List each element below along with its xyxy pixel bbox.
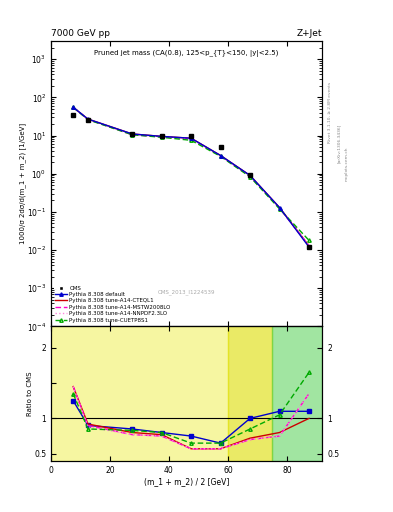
Text: CMS_2013_I1224539: CMS_2013_I1224539	[158, 289, 215, 295]
Text: Rivet 3.1.10, ≥ 2.8M events: Rivet 3.1.10, ≥ 2.8M events	[328, 82, 332, 143]
Line: Pythia 8.308 tune-CUETP8S1: Pythia 8.308 tune-CUETP8S1	[72, 105, 311, 242]
Pythia 8.308 tune-A14-MSTW2008LO	[218, 153, 223, 159]
Pythia 8.308 tune-CUETP8S1	[218, 153, 223, 159]
Pythia 8.308 tune-A14-NNPDF2.3LO	[130, 132, 134, 138]
Line: CMS: CMS	[71, 112, 311, 249]
Pythia 8.308 tune-A14-NNPDF2.3LO	[307, 243, 311, 249]
CMS	[71, 112, 75, 118]
Pythia 8.308 tune-A14-CTEQL1	[130, 131, 134, 137]
Pythia 8.308 tune-CUETP8S1	[307, 237, 311, 243]
Bar	[272, 327, 322, 461]
CMS	[307, 244, 311, 250]
Pythia 8.308 tune-CUETP8S1	[159, 134, 164, 140]
Line: Pythia 8.308 tune-A14-MSTW2008LO: Pythia 8.308 tune-A14-MSTW2008LO	[73, 108, 309, 246]
Pythia 8.308 tune-A14-MSTW2008LO	[86, 116, 90, 122]
Pythia 8.308 default	[218, 153, 223, 159]
Pythia 8.308 tune-A14-MSTW2008LO	[189, 136, 193, 142]
Pythia 8.308 default	[130, 131, 134, 137]
CMS	[159, 133, 164, 139]
Line: Pythia 8.308 tune-A14-NNPDF2.3LO: Pythia 8.308 tune-A14-NNPDF2.3LO	[73, 108, 309, 246]
Pythia 8.308 tune-A14-CTEQL1	[218, 153, 223, 159]
Text: Z+Jet: Z+Jet	[297, 29, 322, 38]
Text: mcplots.cern.ch: mcplots.cern.ch	[345, 146, 349, 181]
Pythia 8.308 tune-A14-CTEQL1	[307, 243, 311, 249]
Pythia 8.308 tune-A14-NNPDF2.3LO	[86, 116, 90, 122]
Pythia 8.308 tune-CUETP8S1	[130, 132, 134, 138]
Pythia 8.308 default	[277, 204, 282, 210]
Pythia 8.308 tune-A14-NNPDF2.3LO	[159, 134, 164, 140]
CMS	[130, 131, 134, 137]
Pythia 8.308 default	[159, 133, 164, 139]
Pythia 8.308 tune-A14-MSTW2008LO	[130, 132, 134, 138]
Pythia 8.308 default	[189, 135, 193, 141]
Pythia 8.308 default	[86, 116, 90, 122]
Pythia 8.308 default	[307, 244, 311, 250]
Pythia 8.308 tune-A14-MSTW2008LO	[159, 134, 164, 140]
Pythia 8.308 tune-A14-NNPDF2.3LO	[218, 153, 223, 159]
Pythia 8.308 tune-A14-MSTW2008LO	[248, 174, 252, 180]
Pythia 8.308 default	[71, 104, 75, 111]
Pythia 8.308 tune-CUETP8S1	[248, 174, 252, 180]
Line: Pythia 8.308 tune-A14-CTEQL1: Pythia 8.308 tune-A14-CTEQL1	[73, 108, 309, 246]
Y-axis label: 1000/σ 2dσ/d(m_1 + m_2) [1/GeV]: 1000/σ 2dσ/d(m_1 + m_2) [1/GeV]	[19, 123, 26, 244]
Pythia 8.308 default	[248, 173, 252, 179]
Pythia 8.308 tune-A14-NNPDF2.3LO	[248, 173, 252, 179]
CMS	[189, 133, 193, 139]
Pythia 8.308 tune-A14-CTEQL1	[248, 173, 252, 179]
Pythia 8.308 tune-CUETP8S1	[277, 206, 282, 212]
Pythia 8.308 tune-A14-NNPDF2.3LO	[71, 104, 75, 111]
Pythia 8.308 tune-A14-MSTW2008LO	[307, 243, 311, 249]
Bar	[228, 327, 272, 461]
Pythia 8.308 tune-A14-CTEQL1	[189, 135, 193, 141]
Text: Pruned jet mass (CA(0.8), 125<p_{T}<150, |y|<2.5): Pruned jet mass (CA(0.8), 125<p_{T}<150,…	[94, 50, 279, 56]
Pythia 8.308 tune-A14-CTEQL1	[159, 133, 164, 139]
Pythia 8.308 tune-A14-NNPDF2.3LO	[189, 136, 193, 142]
CMS	[248, 172, 252, 178]
Text: 7000 GeV pp: 7000 GeV pp	[51, 29, 110, 38]
Pythia 8.308 tune-A14-MSTW2008LO	[277, 205, 282, 211]
Line: Pythia 8.308 default: Pythia 8.308 default	[72, 105, 311, 249]
Y-axis label: Ratio to CMS: Ratio to CMS	[27, 371, 33, 416]
Pythia 8.308 tune-CUETP8S1	[71, 104, 75, 111]
X-axis label: (m_1 + m_2) / 2 [GeV]: (m_1 + m_2) / 2 [GeV]	[144, 477, 230, 486]
Pythia 8.308 tune-A14-MSTW2008LO	[71, 104, 75, 111]
CMS	[218, 144, 223, 150]
Pythia 8.308 tune-A14-NNPDF2.3LO	[277, 205, 282, 211]
Pythia 8.308 tune-A14-CTEQL1	[71, 104, 75, 111]
Pythia 8.308 tune-CUETP8S1	[189, 137, 193, 143]
Pythia 8.308 tune-A14-CTEQL1	[277, 204, 282, 210]
Pythia 8.308 tune-A14-CTEQL1	[86, 116, 90, 122]
Text: [arXiv:1306.3436]: [arXiv:1306.3436]	[337, 124, 341, 163]
Bar	[51, 327, 228, 461]
Legend: CMS, Pythia 8.308 default, Pythia 8.308 tune-A14-CTEQL1, Pythia 8.308 tune-A14-M: CMS, Pythia 8.308 default, Pythia 8.308 …	[54, 285, 172, 324]
Pythia 8.308 tune-CUETP8S1	[86, 117, 90, 123]
CMS	[86, 117, 90, 123]
